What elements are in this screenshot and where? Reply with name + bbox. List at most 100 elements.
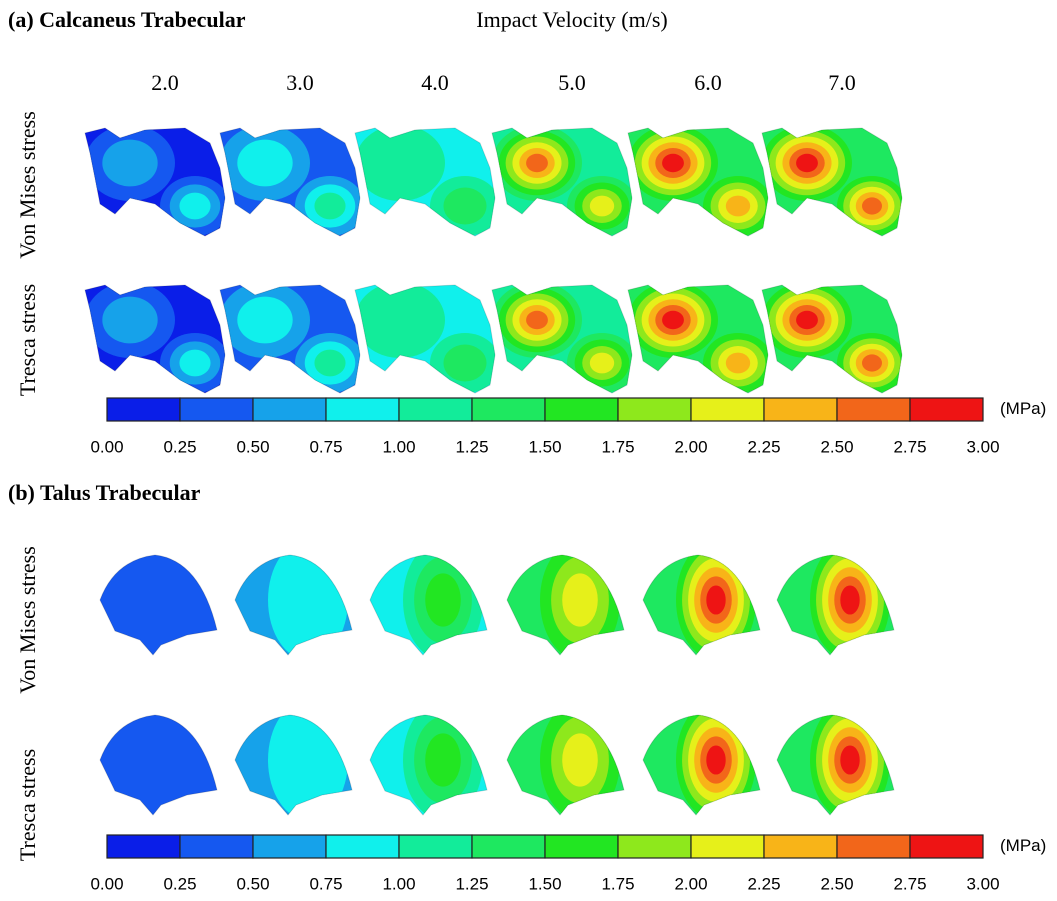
- stress-map: [85, 705, 255, 835]
- colorbar-tick-label: 0.75: [309, 437, 342, 456]
- colorbar-segment: [837, 835, 910, 858]
- stress-contour: [102, 140, 157, 187]
- colorbar-tick-label: 0.25: [163, 437, 196, 456]
- stress-fill: [355, 700, 525, 835]
- velocity-label: 3.0: [286, 70, 314, 95]
- stress-contour: [179, 350, 210, 377]
- colorbar-tick-label: 3.00: [966, 437, 999, 456]
- colorbar-segment: [910, 398, 983, 421]
- stress-map: [762, 700, 932, 835]
- velocity-label: 6.0: [694, 70, 722, 95]
- panel-title: (a) Calcaneus Trabecular: [8, 7, 246, 32]
- colorbar-segment: [618, 398, 691, 421]
- stress-contour: [726, 353, 750, 374]
- colorbar-segment: [691, 398, 764, 421]
- panel-title: (b) Talus Trabecular: [8, 480, 201, 505]
- stress-map: [220, 540, 390, 675]
- stress-fill: [355, 540, 525, 675]
- stress-map: [482, 118, 652, 248]
- colorbar-tick-label: 2.00: [674, 437, 707, 456]
- colorbar-segment: [472, 398, 545, 421]
- stress-contour: [796, 154, 818, 172]
- stress-fill: [628, 700, 798, 835]
- colorbar-tick-label: 0.00: [90, 437, 123, 456]
- stress-contour: [355, 125, 445, 201]
- colorbar-segment: [180, 835, 253, 858]
- stress-map: [345, 275, 515, 405]
- stress-map: [482, 275, 652, 405]
- colorbar-segment: [180, 398, 253, 421]
- velocity-label: 2.0: [151, 70, 179, 95]
- colorbar-tick-label: 2.75: [893, 437, 926, 456]
- stress-map: [210, 275, 380, 405]
- velocity-label: 4.0: [421, 70, 449, 95]
- colorbar-tick-label: 1.50: [528, 437, 561, 456]
- colorbar-tick-label: 2.25: [747, 874, 780, 893]
- stress-contour: [314, 193, 345, 220]
- stress-map: [618, 118, 788, 248]
- stress-map: [628, 540, 798, 675]
- stress-map: [75, 275, 245, 405]
- stress-contour: [102, 297, 157, 344]
- stress-map: [752, 118, 922, 248]
- colorbar-tick-label: 0.75: [309, 874, 342, 893]
- colorbar-tick-label: 2.75: [893, 874, 926, 893]
- stress-contour: [706, 585, 725, 614]
- colorbar-tick-label: 0.50: [236, 437, 269, 456]
- stress-base: [85, 705, 255, 835]
- stress-map: [210, 118, 380, 248]
- stress-map: [752, 275, 922, 405]
- colorbar-tick-label: 1.50: [528, 874, 561, 893]
- stress-map: [492, 700, 662, 835]
- stress-contour: [590, 353, 614, 374]
- colorbar-tick-label: 0.25: [163, 874, 196, 893]
- row-label: Von Mises stress: [15, 546, 40, 694]
- colorbar-segment: [107, 835, 180, 858]
- stress-fill: [762, 540, 932, 675]
- row-label: Tresca stress: [15, 284, 40, 396]
- stress-fill: [220, 700, 390, 835]
- colorbar-segment: [764, 835, 837, 858]
- colorbar-tick-label: 1.75: [601, 437, 634, 456]
- stress-contour: [314, 350, 345, 377]
- colorbar-tick-label: 1.75: [601, 874, 634, 893]
- colorbar-tick-label: 1.00: [382, 874, 415, 893]
- stress-contour: [425, 733, 461, 786]
- velocity-label: 5.0: [558, 70, 586, 95]
- stress-map: [355, 540, 525, 675]
- colorbar-tick-label: 1.25: [455, 874, 488, 893]
- colorbar-segment: [326, 398, 399, 421]
- stress-contour: [562, 733, 598, 786]
- stress-contour: [796, 311, 818, 329]
- stress-base: [85, 545, 255, 675]
- stress-contour: [590, 196, 614, 217]
- stress-fill: [628, 540, 798, 675]
- colorbar-tick-label: 1.25: [455, 437, 488, 456]
- axis-header: Impact Velocity (m/s): [476, 7, 667, 32]
- colorbar-tick-label: 2.00: [674, 874, 707, 893]
- stress-fill: [762, 700, 932, 835]
- stress-map: [355, 700, 525, 835]
- row-label: Von Mises stress: [15, 111, 40, 259]
- colorbar-tick-label: 0.50: [236, 874, 269, 893]
- stress-contour: [443, 188, 486, 225]
- stress-contour: [662, 311, 684, 329]
- colorbar-segment: [472, 835, 545, 858]
- colorbar-tick-label: 0.00: [90, 874, 123, 893]
- stress-fill: [492, 540, 662, 675]
- colorbar-segment: [764, 398, 837, 421]
- stress-fill: [85, 545, 255, 675]
- colorbar-unit: (MPa): [1000, 836, 1046, 855]
- stress-contour: [268, 540, 348, 660]
- colorbar-segment: [545, 398, 618, 421]
- colorbar-tick-label: 2.50: [820, 874, 853, 893]
- stress-contour: [179, 193, 210, 220]
- stress-fill: [492, 700, 662, 835]
- stress-contour: [443, 345, 486, 382]
- stress-fill: [220, 540, 390, 675]
- colorbar-segment: [837, 398, 910, 421]
- stress-contour: [862, 354, 882, 371]
- colorbar-tick-label: 3.00: [966, 874, 999, 893]
- stress-map: [85, 545, 255, 675]
- colorbar-segment: [107, 398, 180, 421]
